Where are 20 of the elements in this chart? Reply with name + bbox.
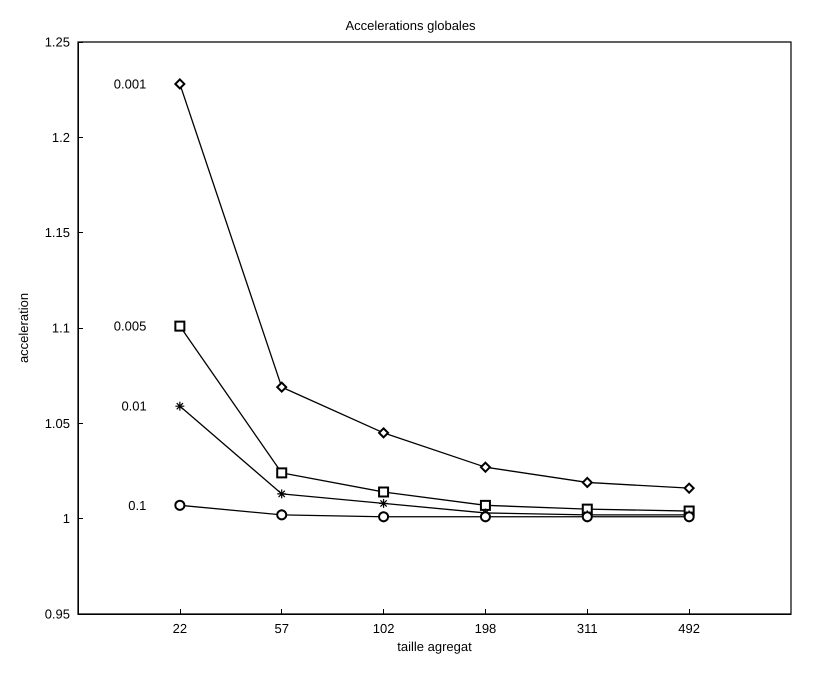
y-tick-label: 1 [62,511,70,526]
text: 0.01 [121,398,147,414]
x-tick-label: 57 [274,621,289,636]
text: 0.005 [114,318,146,334]
chart-title: Accelerations globales [345,18,476,33]
y-tick-label: 0.95 [44,606,70,622]
x-axis-title: taille agregat [397,639,472,654]
text: 0.001 [114,76,146,92]
text: 0.1 [128,498,146,513]
y-tick-label: 1.25 [44,34,70,50]
x-tick-label: 102 [372,621,394,636]
y-axis-title: acceleration [16,292,31,364]
y-tick-label: 1.2 [52,130,70,145]
y-tick-label: 1.05 [44,416,70,431]
y-tick-label: 1.15 [44,225,70,240]
x-tick-label: 22 [172,621,188,636]
x-tick-label: 311 [576,621,598,636]
x-tick-label: 198 [474,621,496,636]
x-tick-label: 492 [678,621,700,636]
y-tick-label: 1.1 [52,320,70,336]
